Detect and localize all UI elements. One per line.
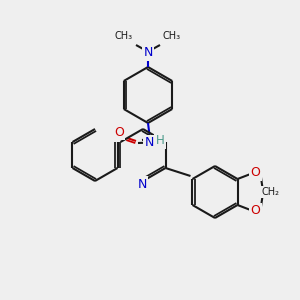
Text: N: N: [144, 136, 154, 149]
Text: CH₃: CH₃: [115, 31, 133, 41]
Text: O: O: [250, 205, 260, 218]
Text: N: N: [137, 178, 147, 190]
Text: O: O: [114, 125, 124, 139]
Text: CH₃: CH₃: [163, 31, 181, 41]
Text: H: H: [156, 134, 164, 148]
Text: CH₂: CH₂: [262, 187, 280, 197]
Text: N: N: [143, 46, 153, 59]
Text: O: O: [250, 167, 260, 179]
